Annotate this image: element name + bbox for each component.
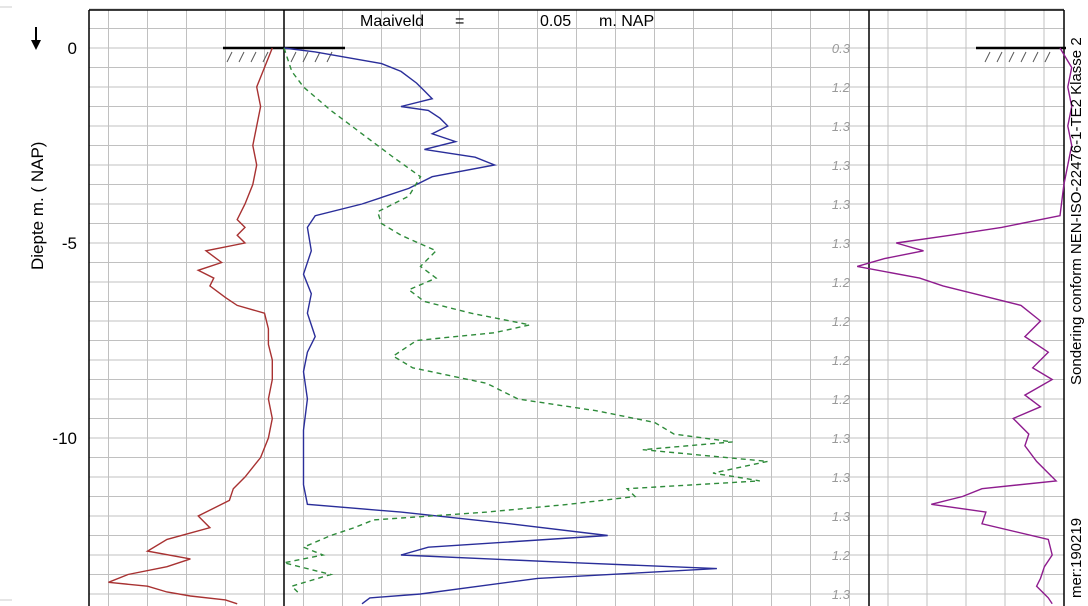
series-left-red <box>108 47 274 605</box>
header-maaiveld-value: 0.05 <box>540 13 571 30</box>
ratio-label: 1.2 <box>832 275 851 290</box>
depth-ticks: 0 -5 -10 <box>52 39 77 448</box>
main-grid <box>89 8 869 606</box>
ratio-label: 1.2 <box>832 392 851 407</box>
ratio-label: 1.3 <box>832 470 851 485</box>
down-arrow-icon <box>31 27 41 50</box>
series-green-dashed <box>283 47 768 595</box>
header-maaiveld-unit: m. NAP <box>599 13 654 30</box>
ratio-label: 1.3 <box>832 587 851 602</box>
depth-tick-label: -10 <box>52 429 77 448</box>
ratio-label: 1.3 <box>832 119 851 134</box>
ratio-label: 1.3 <box>832 509 851 524</box>
ratio-label: 1.2 <box>832 353 851 368</box>
header-equals: = <box>455 13 464 30</box>
ratio-label: 1.2 <box>832 80 851 95</box>
ratio-label: 1.3 <box>832 236 851 251</box>
series-blue <box>283 47 717 605</box>
ratio-label: 0.3 <box>832 41 851 56</box>
ratio-label: 1.3 <box>832 197 851 212</box>
depth-axis-label: Diepte m. ( NAP) <box>28 142 47 270</box>
depth-tick-label: 0 <box>68 39 77 58</box>
right-grid <box>869 8 1064 606</box>
header-maaiveld-label: Maaiveld <box>360 13 424 30</box>
side-label-standard: Sondering conform NEN-ISO-22476-1-TE2 Kl… <box>1068 37 1085 385</box>
side-label-number: mer:190219 <box>1068 518 1085 598</box>
ratio-labels: 0.3 1.2 1.3 1.3 1.3 1.3 1.2 1.2 1.2 1.2 1.3 1.3 1.3 1… <box>832 41 851 602</box>
series-layer <box>108 47 1073 605</box>
ratio-label: 1.2 <box>832 548 851 563</box>
depth-tick-label: -5 <box>62 234 77 253</box>
ground-surface-symbol-right <box>976 46 1066 63</box>
ratio-label: 1.2 <box>832 314 851 329</box>
ratio-label: 1.3 <box>832 158 851 173</box>
series-right-purple <box>857 47 1073 605</box>
ratio-label: 1.3 <box>832 431 851 446</box>
